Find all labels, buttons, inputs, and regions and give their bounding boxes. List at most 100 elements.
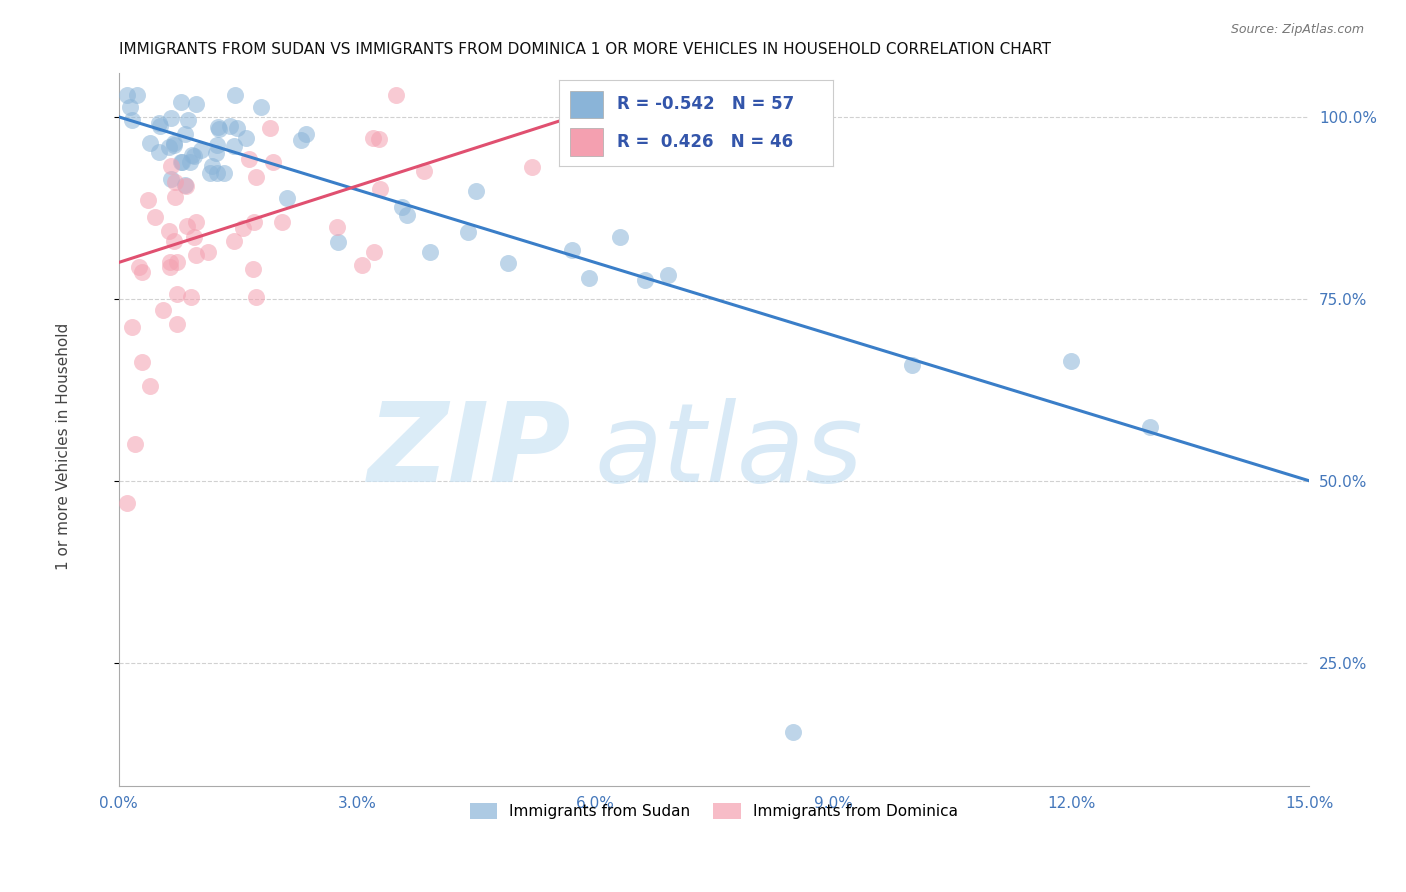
Point [184, 247, 207, 261]
Point [368, 132, 391, 146]
Point [201, 159, 224, 173]
Point [363, 244, 385, 259]
Point [190, 144, 212, 158]
Point [166, 254, 188, 268]
Point [117, 88, 139, 103]
Point [152, 303, 174, 318]
Point [180, 290, 202, 304]
Point [170, 95, 193, 109]
Point [197, 245, 219, 260]
Point [609, 230, 631, 244]
Point [131, 355, 153, 369]
Point [395, 208, 418, 222]
Point [121, 112, 143, 127]
Point [222, 234, 245, 248]
Point [245, 170, 267, 185]
Point [561, 243, 583, 257]
Point [419, 245, 441, 260]
Point [225, 120, 247, 135]
Point [295, 128, 318, 142]
Point [352, 258, 374, 272]
Point [177, 113, 200, 128]
Point [139, 136, 162, 150]
Point [186, 215, 208, 229]
Point [174, 178, 197, 193]
Point [162, 137, 184, 152]
Point [368, 181, 391, 195]
Point [385, 88, 408, 103]
Point [245, 290, 267, 304]
Point [125, 88, 148, 103]
Point [326, 235, 349, 249]
Point [183, 149, 205, 163]
Point [235, 131, 257, 145]
Text: atlas: atlas [595, 398, 863, 505]
Point [224, 88, 246, 103]
Point [170, 154, 193, 169]
Legend: Immigrants from Sudan, Immigrants from Dominica: Immigrants from Sudan, Immigrants from D… [464, 797, 965, 825]
Point [782, 725, 804, 739]
Point [128, 260, 150, 274]
Point [159, 111, 181, 125]
Point [163, 234, 186, 248]
Point [174, 128, 197, 142]
Point [165, 190, 187, 204]
Point [1139, 420, 1161, 434]
Point [157, 224, 180, 238]
Point [657, 268, 679, 282]
Point [163, 136, 186, 150]
Point [205, 137, 228, 152]
Point [120, 100, 142, 114]
Point [183, 229, 205, 244]
Point [148, 116, 170, 130]
Point [159, 260, 181, 274]
Point [124, 437, 146, 451]
Point [901, 359, 924, 373]
Point [249, 100, 271, 114]
Point [181, 148, 204, 162]
Point [276, 190, 298, 204]
Point [166, 317, 188, 331]
Point [270, 215, 292, 229]
Point [326, 220, 349, 235]
Point [634, 273, 657, 287]
Point [262, 154, 284, 169]
Text: IMMIGRANTS FROM SUDAN VS IMMIGRANTS FROM DOMINICA 1 OR MORE VEHICLES IN HOUSEHOL: IMMIGRANTS FROM SUDAN VS IMMIGRANTS FROM… [118, 42, 1050, 57]
Point [159, 159, 181, 173]
Point [578, 271, 600, 285]
Point [121, 320, 143, 334]
Point [391, 200, 413, 214]
Point [143, 210, 166, 224]
Point [242, 261, 264, 276]
Point [115, 495, 138, 509]
Point [170, 154, 193, 169]
Point [136, 193, 159, 207]
Point [361, 131, 384, 145]
Point [413, 164, 436, 178]
Point [1060, 354, 1083, 368]
Point [520, 161, 543, 175]
Point [184, 97, 207, 112]
Point [159, 255, 181, 269]
Point [222, 139, 245, 153]
Point [148, 145, 170, 160]
Point [198, 166, 221, 180]
Point [207, 166, 229, 180]
Point [139, 379, 162, 393]
Point [176, 219, 198, 233]
Point [205, 145, 228, 160]
Point [159, 171, 181, 186]
Point [496, 256, 519, 270]
Point [232, 221, 254, 235]
Point [165, 175, 187, 189]
Point [131, 265, 153, 279]
Point [174, 178, 197, 193]
Point [166, 286, 188, 301]
Point [290, 133, 312, 147]
Point [207, 120, 229, 134]
Point [243, 215, 266, 229]
Point [212, 166, 235, 180]
Point [457, 225, 479, 239]
Point [149, 119, 172, 133]
Text: ZIP: ZIP [367, 398, 571, 505]
